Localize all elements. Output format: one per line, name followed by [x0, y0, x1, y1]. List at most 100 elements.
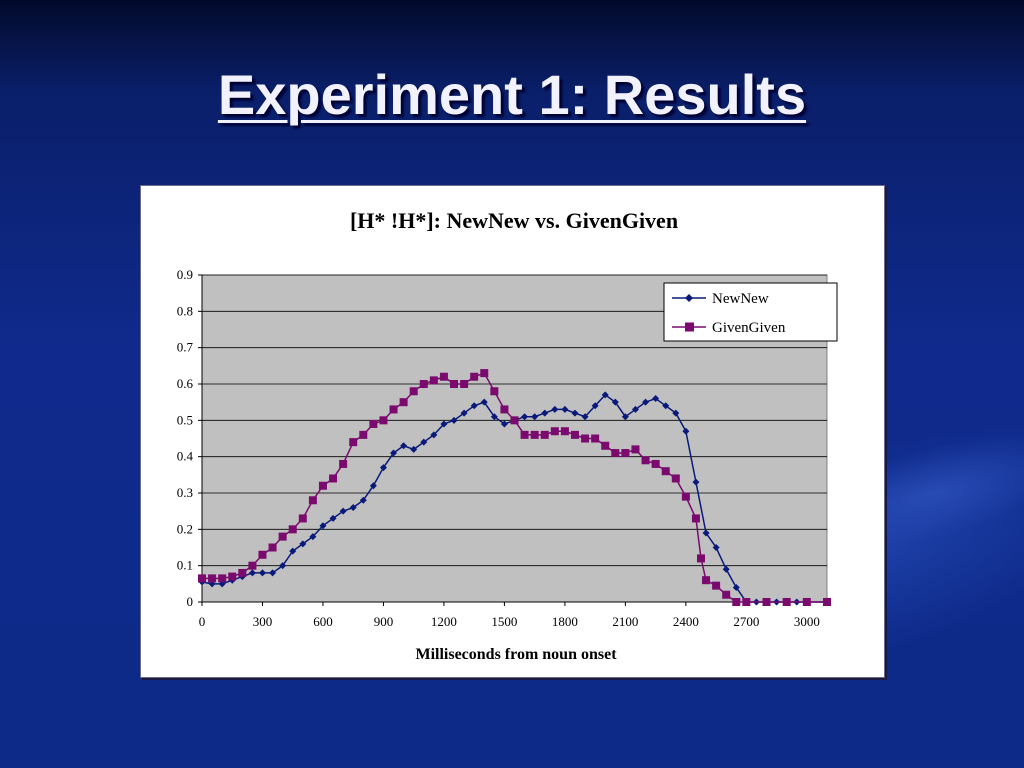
data-point-newnew	[319, 522, 327, 530]
data-point-newnew	[652, 395, 660, 403]
data-point-newnew	[672, 409, 680, 417]
data-point-newnew	[379, 464, 387, 472]
data-point-newnew	[581, 413, 589, 421]
x-tick-label: 900	[374, 614, 394, 629]
chart-container: [H* !H*]: NewNew vs. GivenGiven Millisec…	[140, 185, 885, 678]
data-point-newnew	[631, 405, 639, 413]
data-point-givengiven	[359, 430, 368, 439]
data-point-givengiven	[409, 387, 418, 396]
data-point-givengiven	[339, 459, 348, 468]
y-tick-label: 0	[187, 594, 194, 609]
data-point-newnew	[420, 438, 428, 446]
data-point-givengiven	[500, 405, 509, 414]
data-point-givengiven	[641, 456, 650, 465]
data-point-givengiven	[460, 380, 469, 388]
data-point-newnew	[490, 413, 498, 421]
data-point-newnew	[521, 413, 529, 421]
data-point-newnew	[480, 398, 488, 406]
data-point-newnew	[642, 398, 650, 406]
data-point-givengiven	[298, 514, 307, 523]
line-chart: [H* !H*]: NewNew vs. GivenGiven Millisec…	[177, 208, 838, 663]
data-point-givengiven	[696, 554, 705, 563]
data-point-givengiven	[218, 574, 227, 583]
legend-label-newnew: NewNew	[712, 291, 769, 307]
data-point-givengiven	[823, 598, 831, 606]
y-tick-label: 0.4	[177, 449, 194, 464]
data-point-givengiven	[742, 598, 751, 606]
data-point-newnew	[359, 496, 367, 504]
data-point-newnew	[531, 413, 539, 421]
data-point-givengiven	[258, 550, 267, 559]
data-point-newnew	[400, 442, 408, 450]
data-point-givengiven	[520, 430, 529, 439]
data-point-newnew	[269, 569, 277, 577]
data-point-newnew	[692, 478, 700, 486]
x-tick-label: 0	[199, 614, 206, 629]
data-point-givengiven	[591, 434, 600, 443]
data-point-newnew	[410, 445, 418, 453]
data-point-newnew	[299, 540, 307, 548]
data-point-newnew	[329, 514, 337, 522]
data-point-givengiven	[470, 372, 479, 381]
y-tick-label: 0.1	[177, 558, 193, 573]
data-point-givengiven	[208, 574, 217, 583]
data-point-givengiven	[570, 430, 579, 439]
data-point-givengiven	[490, 387, 499, 396]
data-point-givengiven	[802, 598, 811, 606]
data-point-givengiven	[369, 419, 378, 428]
legend: NewNew GivenGiven	[663, 282, 838, 342]
data-point-givengiven	[399, 398, 408, 407]
x-tick-label: 300	[253, 614, 273, 629]
data-point-givengiven	[429, 376, 438, 385]
y-tick-label: 0.6	[177, 376, 194, 391]
x-tick-label: 600	[313, 614, 333, 629]
x-tick-label: 1500	[491, 614, 517, 629]
data-point-newnew	[248, 569, 256, 577]
data-point-newnew	[369, 482, 377, 490]
chart-title: [H* !H*]: NewNew vs. GivenGiven	[350, 208, 678, 233]
x-axis-label: Milliseconds from noun onset	[415, 646, 617, 663]
data-point-newnew	[732, 583, 740, 591]
data-point-givengiven	[762, 598, 771, 606]
data-point-newnew	[500, 420, 508, 428]
legend-marker-newnew	[685, 294, 693, 302]
data-point-givengiven	[389, 405, 398, 414]
data-point-givengiven	[329, 474, 338, 483]
data-point-givengiven	[278, 532, 287, 541]
data-point-givengiven	[651, 459, 660, 468]
data-point-newnew	[440, 420, 448, 428]
data-point-newnew	[601, 391, 609, 399]
data-point-newnew	[682, 427, 690, 435]
data-point-givengiven	[712, 581, 721, 590]
data-point-givengiven	[661, 467, 670, 476]
data-point-newnew	[289, 547, 297, 555]
data-point-givengiven	[722, 590, 731, 599]
data-point-givengiven	[611, 449, 620, 458]
x-tick-label: 1200	[431, 614, 457, 629]
data-point-newnew	[541, 409, 549, 417]
data-point-givengiven	[248, 561, 257, 570]
data-point-newnew	[349, 504, 357, 512]
y-tick-label: 0.5	[177, 412, 193, 427]
data-point-givengiven	[782, 598, 791, 606]
y-tick-label: 0.3	[177, 485, 193, 500]
x-tick-label: 2700	[733, 614, 759, 629]
y-tick-label: 0.9	[177, 267, 193, 282]
data-point-givengiven	[671, 474, 680, 483]
x-tick-label: 3000	[794, 614, 820, 629]
x-tick-label: 2400	[673, 614, 699, 629]
data-point-newnew	[309, 533, 317, 541]
data-point-givengiven	[691, 514, 700, 523]
legend-label-givengiven: GivenGiven	[712, 320, 786, 336]
data-point-newnew	[621, 413, 629, 421]
data-point-givengiven	[228, 572, 237, 581]
data-point-givengiven	[581, 434, 590, 443]
x-tick-label: 1800	[552, 614, 578, 629]
y-tick-label: 0.2	[177, 521, 193, 536]
legend-marker-givengiven	[685, 322, 694, 332]
data-point-givengiven	[540, 430, 549, 439]
data-point-givengiven	[288, 525, 297, 534]
data-point-givengiven	[480, 369, 489, 378]
data-point-givengiven	[379, 416, 388, 425]
data-point-newnew	[390, 449, 398, 457]
